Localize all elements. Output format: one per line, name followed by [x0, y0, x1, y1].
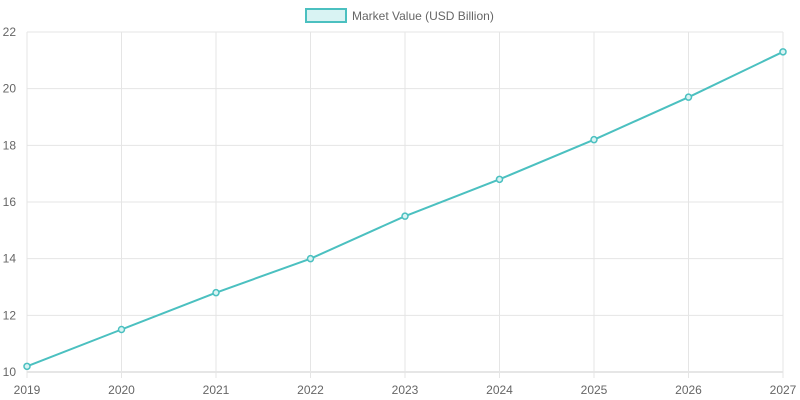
- legend-swatch: [305, 8, 347, 23]
- x-tick-label: 2027: [770, 383, 797, 397]
- data-point[interactable]: [401, 212, 409, 220]
- data-point[interactable]: [684, 93, 693, 101]
- legend[interactable]: Market Value (USD Billion): [305, 8, 494, 23]
- x-tick-label: 2023: [392, 383, 419, 397]
- gridlines: [26, 31, 784, 378]
- x-tick-label: 2021: [203, 383, 230, 397]
- data-point[interactable]: [495, 175, 504, 184]
- y-tick-label: 22: [3, 25, 17, 39]
- legend-label: Market Value (USD Billion): [352, 9, 494, 23]
- x-tick-label: 2025: [581, 383, 608, 397]
- data-point[interactable]: [306, 254, 315, 263]
- y-tick-label: 20: [3, 82, 17, 96]
- y-tick-label: 12: [3, 308, 17, 322]
- data-point[interactable]: [23, 362, 31, 371]
- y-tick-label: 16: [3, 195, 17, 209]
- data-point[interactable]: [212, 288, 220, 297]
- y-tick-label: 14: [3, 252, 17, 266]
- data-point[interactable]: [779, 48, 787, 56]
- x-tick-label: 2024: [486, 383, 513, 397]
- series-market-value: [23, 48, 787, 371]
- x-tick-label: 2019: [14, 383, 41, 397]
- y-tick-label: 18: [3, 138, 17, 152]
- x-tick-label: 2022: [297, 383, 324, 397]
- data-point[interactable]: [590, 135, 598, 144]
- x-tick-label: 2020: [108, 383, 135, 397]
- data-point[interactable]: [117, 325, 126, 334]
- x-tick-label: 2026: [675, 383, 702, 397]
- y-tick-label: 10: [3, 365, 17, 379]
